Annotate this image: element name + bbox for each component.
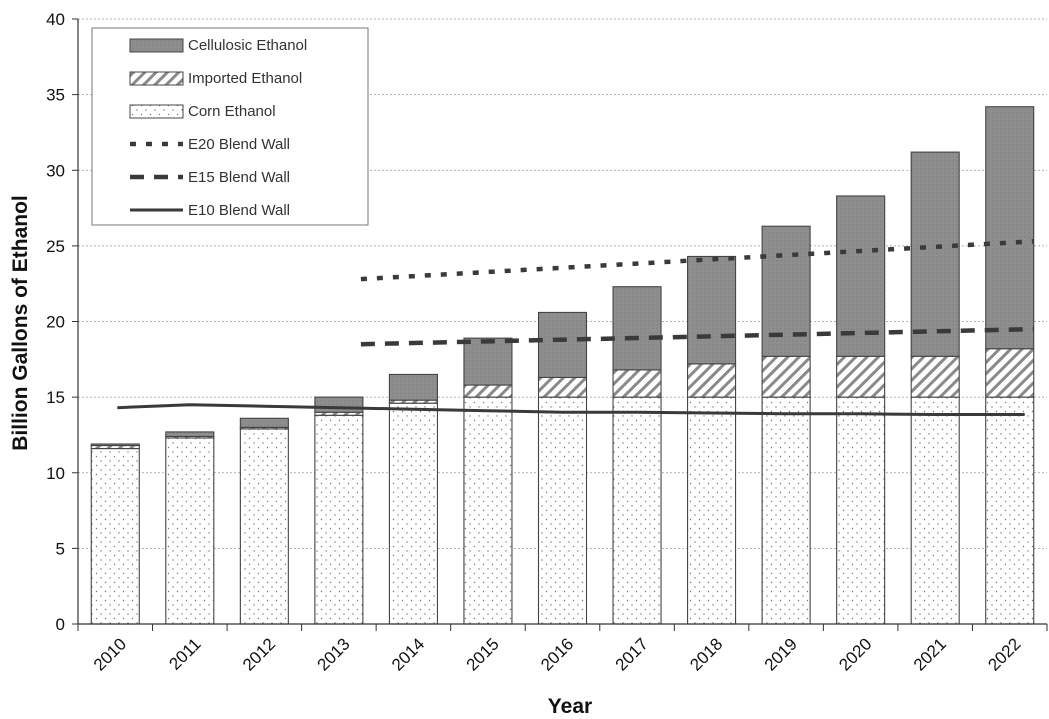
bar-imported-ethanol bbox=[537, 376, 588, 398]
bar-cellulosic-ethanol bbox=[388, 373, 438, 401]
bar-corn-ethanol bbox=[239, 428, 289, 625]
bar-corn-ethanol bbox=[90, 447, 140, 625]
bar-imported-ethanol bbox=[836, 355, 886, 398]
bar-cellulosic-ethanol bbox=[90, 443, 140, 447]
y-tick-label: 25 bbox=[46, 237, 65, 256]
y-tick-label: 5 bbox=[56, 539, 65, 558]
bar-imported-ethanol bbox=[612, 369, 662, 398]
bar-corn-ethanol bbox=[537, 396, 588, 625]
bar-corn-ethanol bbox=[612, 396, 662, 625]
legend-label-corn-ethanol: Corn Ethanol bbox=[188, 103, 276, 120]
y-tick-label: 15 bbox=[46, 388, 65, 407]
bar-cellulosic-ethanol bbox=[537, 311, 588, 379]
legend-swatch-imported-ethanol bbox=[129, 71, 184, 86]
x-tick-label: 2020 bbox=[835, 634, 875, 674]
bar-imported-ethanol bbox=[761, 355, 811, 398]
x-tick-label: 2021 bbox=[910, 634, 950, 674]
bar-corn-ethanol bbox=[388, 402, 438, 625]
bar-corn-ethanol bbox=[761, 396, 811, 625]
y-tick-label: 10 bbox=[46, 464, 65, 483]
y-tick-label: 20 bbox=[46, 313, 65, 332]
blend-wall-lines bbox=[117, 239, 1034, 416]
bar-corn-ethanol bbox=[687, 396, 737, 625]
line-e10-blend-wall bbox=[117, 403, 1025, 416]
x-tick-labels: 2010 2011 2012 2013 2014 2015 2016 2017 2018 2019… bbox=[90, 634, 1025, 674]
bar-corn-ethanol bbox=[836, 396, 886, 625]
x-tick-label: 2014 bbox=[388, 634, 428, 674]
axes bbox=[72, 18, 1048, 631]
x-tick-label: 2013 bbox=[314, 634, 354, 674]
bar-cellulosic-ethanol bbox=[836, 195, 886, 357]
x-tick-label: 2017 bbox=[612, 634, 652, 674]
y-axis-title: Billion Gallons of Ethanol bbox=[9, 195, 32, 451]
legend-label-e20-blend-wall: E20 Blend Wall bbox=[188, 136, 290, 153]
bar-cellulosic-ethanol bbox=[463, 337, 513, 386]
bar-corn-ethanol bbox=[910, 396, 960, 625]
bar-cellulosic-ethanol bbox=[165, 431, 215, 438]
bar-corn-ethanol bbox=[985, 396, 1035, 625]
legend-swatch-cellulosic-ethanol bbox=[129, 38, 184, 53]
bar-cellulosic-ethanol bbox=[910, 151, 960, 357]
legend-label-imported-ethanol: Imported Ethanol bbox=[188, 70, 302, 87]
legend-label-cellulosic-ethanol: Cellulosic Ethanol bbox=[188, 37, 307, 54]
bar-cellulosic-ethanol bbox=[239, 417, 289, 428]
line-e15-blend-wall bbox=[360, 326, 1034, 347]
y-tick-label: 0 bbox=[56, 615, 65, 634]
y-tick-labels: 0 5 10 15 20 25 30 35 40 bbox=[46, 10, 65, 634]
legend: Cellulosic Ethanol Imported Ethanol Corn E… bbox=[91, 27, 369, 226]
legend-label-e15-blend-wall: E15 Blend Wall bbox=[188, 169, 290, 186]
bar-cellulosic-ethanol bbox=[314, 396, 364, 413]
bar-imported-ethanol bbox=[985, 348, 1035, 398]
x-tick-label: 2019 bbox=[761, 634, 801, 674]
bar-cellulosic-ethanol bbox=[985, 106, 1035, 350]
bar-imported-ethanol bbox=[910, 355, 960, 398]
x-axis-title: Year bbox=[548, 695, 592, 718]
y-tick-label: 40 bbox=[46, 10, 65, 29]
bar-corn-ethanol bbox=[165, 437, 215, 625]
bar-corn-ethanol bbox=[314, 414, 364, 625]
bar-corn-ethanol bbox=[463, 396, 513, 625]
x-tick-label: 2015 bbox=[463, 634, 503, 674]
x-tick-label: 2018 bbox=[686, 634, 726, 674]
bars bbox=[90, 106, 1035, 625]
legend-swatch-corn-ethanol bbox=[129, 104, 184, 119]
x-tick-label: 2011 bbox=[165, 634, 204, 673]
x-tick-label: 2010 bbox=[90, 634, 130, 674]
y-tick-label: 35 bbox=[46, 86, 65, 105]
x-tick-label: 2016 bbox=[537, 634, 577, 674]
y-tick-label: 30 bbox=[46, 161, 65, 180]
bar-imported-ethanol bbox=[687, 363, 737, 398]
bar-cellulosic-ethanol bbox=[612, 286, 662, 371]
bar-cellulosic-ethanol bbox=[687, 255, 737, 365]
x-tick-label: 2022 bbox=[984, 634, 1024, 674]
bar-imported-ethanol bbox=[463, 384, 513, 398]
legend-box bbox=[91, 27, 369, 226]
x-tick-label: 2012 bbox=[239, 634, 279, 674]
legend-label-e10-blend-wall: E10 Blend Wall bbox=[188, 202, 290, 219]
line-e20-blend-wall bbox=[360, 239, 1034, 282]
